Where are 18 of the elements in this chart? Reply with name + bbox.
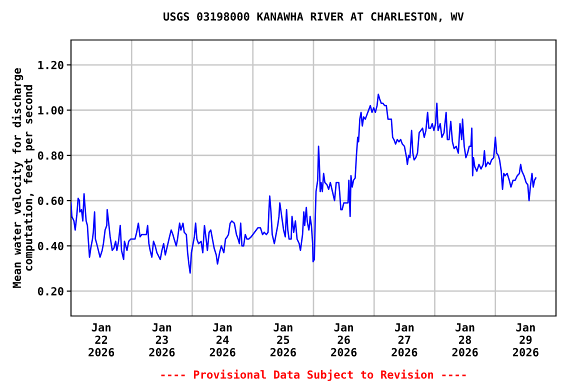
y-tick-label: 0.80 [38, 151, 64, 160]
x-tick-label: Jan 24 2026 [210, 323, 236, 356]
y-tick-label: 0.20 [38, 287, 64, 296]
y-tick-label: 0.60 [38, 196, 64, 206]
text: ---- Provisional Data Subject to Revision ---- [161, 370, 466, 381]
x-tick-label: Jan 25 2026 [270, 323, 296, 356]
x-tick-label: Jan 28 2026 [452, 323, 478, 356]
y-tick-label: 1.00 [38, 106, 64, 115]
x-tick-label: Jan 27 2026 [392, 323, 418, 356]
y-tick-label: 1.20 [38, 60, 64, 70]
x-tick-label: Jan 23 2026 [149, 323, 175, 356]
x-tick-label: Jan 26 2026 [331, 323, 357, 356]
x-tick-label: Jan 29 2026 [512, 323, 538, 356]
line-series [71, 94, 536, 274]
y-tick-label: 0.40 [38, 242, 64, 250]
chart-title: USGS 03198000 KANAWHA RIVER AT CHARLESTON, WV [164, 12, 464, 22]
y-axis-title: Mean water velocity for discharge computation, feet per second [12, 68, 35, 288]
x-tick-label: Jan 22 2026 [88, 323, 114, 356]
